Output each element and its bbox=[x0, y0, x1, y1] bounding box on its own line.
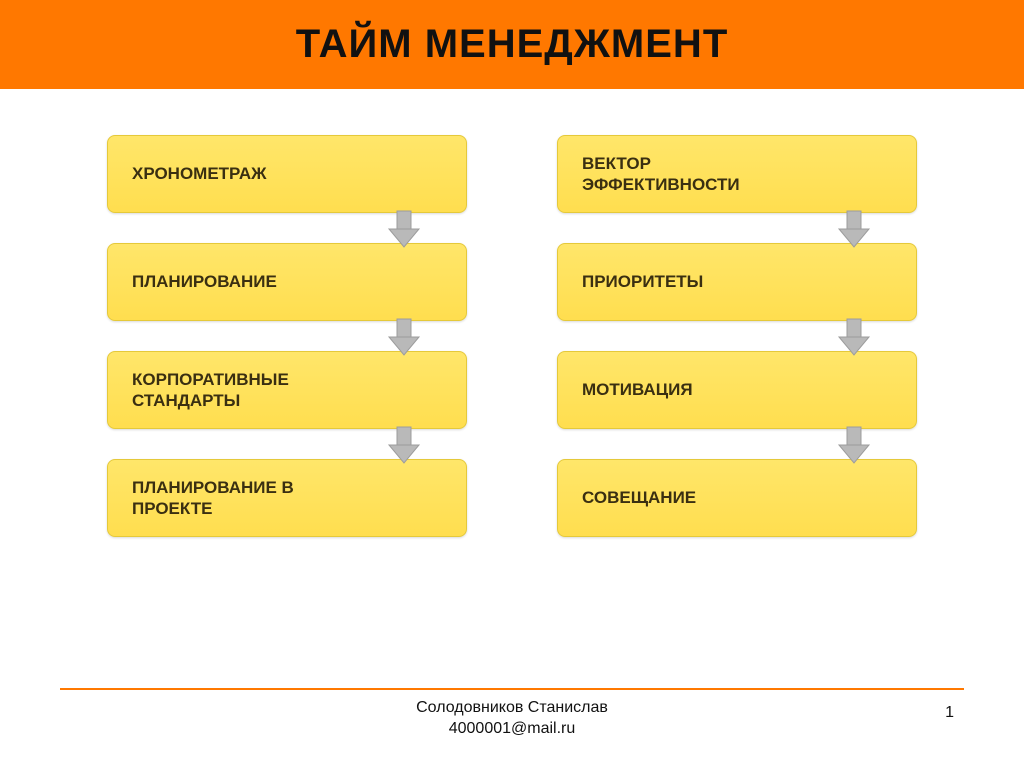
footer: Солодовников Станислав 4000001@mail.ru 1 bbox=[0, 697, 1024, 740]
flow-box-label: МОТИВАЦИЯ bbox=[582, 379, 693, 400]
flow-box: ПЛАНИРОВАНИЕ bbox=[107, 243, 467, 321]
down-arrow-icon bbox=[557, 423, 917, 465]
title-bar: ТАЙМ МЕНЕДЖМЕНТ bbox=[0, 0, 1024, 89]
flow-box: ПРИОРИТЕТЫ bbox=[557, 243, 917, 321]
down-arrow-icon bbox=[107, 423, 467, 465]
footer-page-number: 1 bbox=[945, 704, 954, 722]
flow-box: КОРПОРАТИВНЫЕ СТАНДАРТЫ bbox=[107, 351, 467, 429]
flow-box-label: ПЛАНИРОВАНИЕ bbox=[132, 271, 277, 292]
flow-box: МОТИВАЦИЯ bbox=[557, 351, 917, 429]
flow-columns: ХРОНОМЕТРАЖ ПЛАНИРОВАНИЕ КОРПОРАТИВНЫЕ С… bbox=[0, 135, 1024, 537]
footer-rule bbox=[60, 688, 964, 690]
right-column: ВЕКТОР ЭФФЕКТИВНОСТИ ПРИОРИТЕТЫ МОТИВАЦИ… bbox=[557, 135, 917, 537]
footer-author: Солодовников Станислав 4000001@mail.ru bbox=[416, 697, 608, 740]
down-arrow-icon bbox=[557, 207, 917, 249]
page-title: ТАЙМ МЕНЕДЖМЕНТ bbox=[0, 22, 1024, 67]
flow-box: СОВЕЩАНИЕ bbox=[557, 459, 917, 537]
flow-box-label: КОРПОРАТИВНЫЕ СТАНДАРТЫ bbox=[132, 369, 289, 412]
left-column: ХРОНОМЕТРАЖ ПЛАНИРОВАНИЕ КОРПОРАТИВНЫЕ С… bbox=[107, 135, 467, 537]
down-arrow-icon bbox=[557, 315, 917, 357]
flow-box-label: ВЕКТОР ЭФФЕКТИВНОСТИ bbox=[582, 153, 740, 196]
flow-box-label: СОВЕЩАНИЕ bbox=[582, 487, 696, 508]
down-arrow-icon bbox=[107, 315, 467, 357]
down-arrow-icon bbox=[107, 207, 467, 249]
flow-box: ХРОНОМЕТРАЖ bbox=[107, 135, 467, 213]
flow-box-label: ХРОНОМЕТРАЖ bbox=[132, 163, 267, 184]
flow-box: ВЕКТОР ЭФФЕКТИВНОСТИ bbox=[557, 135, 917, 213]
slide: ТАЙМ МЕНЕДЖМЕНТ ХРОНОМЕТРАЖ ПЛАНИРОВАНИЕ… bbox=[0, 0, 1024, 768]
flow-box: ПЛАНИРОВАНИЕ В ПРОЕКТЕ bbox=[107, 459, 467, 537]
flow-box-label: ПРИОРИТЕТЫ bbox=[582, 271, 703, 292]
flow-box-label: ПЛАНИРОВАНИЕ В ПРОЕКТЕ bbox=[132, 477, 294, 520]
